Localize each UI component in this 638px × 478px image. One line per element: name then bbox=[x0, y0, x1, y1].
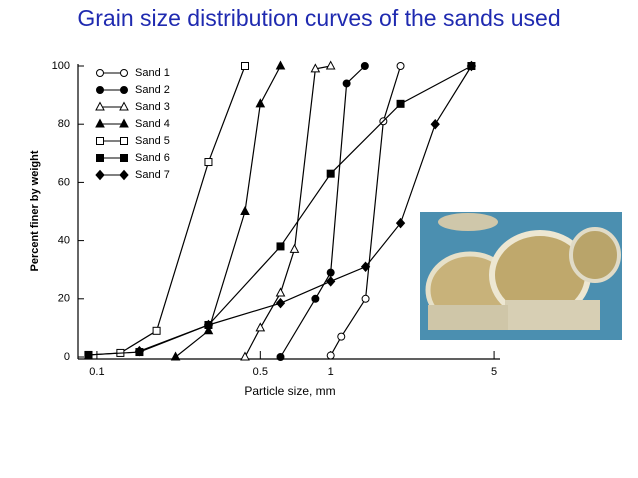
marker bbox=[276, 353, 285, 361]
y-axis-label: Percent finer by weight bbox=[29, 150, 41, 271]
sieve bbox=[569, 227, 621, 283]
marker bbox=[95, 118, 105, 128]
marker bbox=[326, 169, 335, 178]
marker bbox=[96, 86, 104, 94]
sieve-rim bbox=[505, 300, 600, 330]
marker bbox=[240, 205, 250, 215]
marker bbox=[325, 60, 336, 70]
x-tick-label: 0.1 bbox=[89, 366, 104, 378]
marker bbox=[361, 294, 370, 303]
y-tick-label: 100 bbox=[52, 60, 70, 72]
marker bbox=[96, 154, 104, 162]
marker bbox=[120, 137, 128, 145]
sieve bbox=[438, 213, 498, 231]
y-tick-label: 60 bbox=[58, 176, 70, 188]
series-line bbox=[330, 65, 402, 356]
marker bbox=[326, 351, 335, 360]
marker bbox=[310, 63, 321, 73]
legend-label: Sand 2 bbox=[135, 84, 170, 96]
marker bbox=[134, 345, 145, 357]
marker bbox=[360, 261, 371, 273]
legend-label: Sand 4 bbox=[135, 118, 170, 130]
marker bbox=[275, 297, 286, 309]
legend-label: Sand 3 bbox=[135, 101, 170, 113]
marker bbox=[326, 276, 336, 287]
marker bbox=[255, 98, 266, 108]
legend-label: Sand 6 bbox=[135, 152, 170, 164]
marker bbox=[120, 86, 128, 94]
marker bbox=[337, 332, 346, 341]
marker bbox=[311, 294, 320, 303]
marker bbox=[204, 158, 213, 167]
marker bbox=[276, 242, 285, 251]
photo bbox=[420, 212, 622, 340]
series-line bbox=[279, 65, 366, 358]
marker bbox=[119, 118, 129, 128]
marker bbox=[170, 351, 181, 361]
x-tick-label: 1 bbox=[328, 366, 334, 378]
y-tick-label: 0 bbox=[64, 351, 70, 363]
sieve-rim bbox=[428, 305, 508, 330]
marker bbox=[395, 217, 406, 229]
legend-label: Sand 5 bbox=[135, 135, 170, 147]
marker bbox=[396, 99, 405, 108]
marker bbox=[289, 243, 300, 253]
marker bbox=[430, 118, 440, 130]
marker bbox=[96, 69, 104, 77]
series-line bbox=[139, 65, 472, 352]
marker bbox=[120, 69, 128, 77]
marker bbox=[275, 60, 286, 70]
y-tick-label: 40 bbox=[58, 235, 70, 247]
marker bbox=[95, 101, 105, 111]
marker bbox=[466, 60, 477, 72]
marker bbox=[360, 62, 369, 70]
marker bbox=[241, 62, 250, 70]
marker bbox=[240, 351, 250, 361]
marker bbox=[342, 79, 351, 88]
marker bbox=[152, 326, 161, 335]
marker bbox=[275, 287, 286, 297]
marker bbox=[95, 169, 105, 181]
legend-label: Sand 7 bbox=[135, 169, 170, 181]
marker bbox=[326, 268, 335, 277]
marker bbox=[255, 322, 266, 332]
y-tick-label: 20 bbox=[58, 293, 70, 305]
marker bbox=[84, 350, 93, 359]
marker bbox=[203, 319, 214, 331]
marker bbox=[119, 101, 129, 111]
marker bbox=[120, 154, 128, 162]
legend-label: Sand 1 bbox=[135, 67, 170, 79]
marker bbox=[96, 137, 104, 145]
x-tick-label: 5 bbox=[491, 366, 497, 378]
x-tick-label: 0.5 bbox=[253, 366, 268, 378]
marker bbox=[396, 62, 405, 70]
y-tick-label: 80 bbox=[58, 118, 70, 130]
marker bbox=[119, 169, 129, 181]
series-line bbox=[244, 65, 331, 358]
chart-title: Grain size distribution curves of the sa… bbox=[77, 5, 560, 31]
x-axis-label: Particle size, mm bbox=[244, 384, 335, 398]
